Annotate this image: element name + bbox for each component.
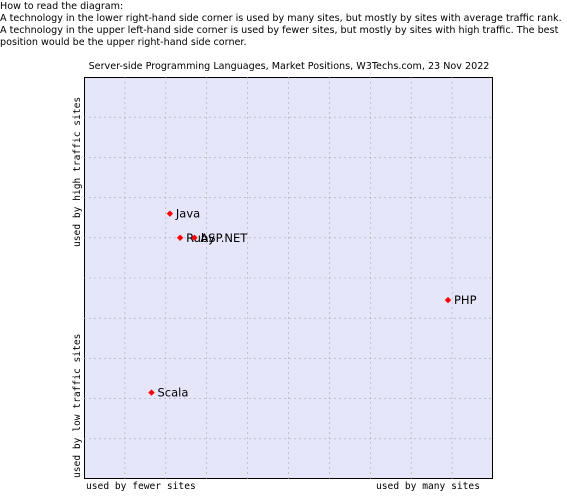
x-axis-label-right: used by many sites [376,481,480,492]
point-label-ruby: Ruby [186,231,215,245]
point-marker-php [444,296,452,304]
y-axis-label-bottom: used by low traffic sites [72,333,83,478]
point-marker-java [166,210,174,217]
point-label-php: PHP [454,293,477,307]
diagram-instructions: How to read the diagram: A technology in… [0,1,563,49]
point-marker-ruby [176,234,184,241]
point-marker-scala [148,389,155,396]
chart-title: Server-side Programming Languages, Marke… [88,61,490,72]
point-label-scala: Scala [157,386,188,400]
instructions-heading: How to read the diagram: [0,1,124,12]
point-label-java: Java [175,207,200,221]
y-axis-label-top: used by high traffic sites [72,96,83,247]
instructions-text: A technology in the lower right-hand sid… [0,13,562,48]
point-label-asp-net: ASP.NET [200,231,248,245]
point-marker-asp-net [191,234,198,241]
x-axis-label-left: used by fewer sites [86,481,196,492]
